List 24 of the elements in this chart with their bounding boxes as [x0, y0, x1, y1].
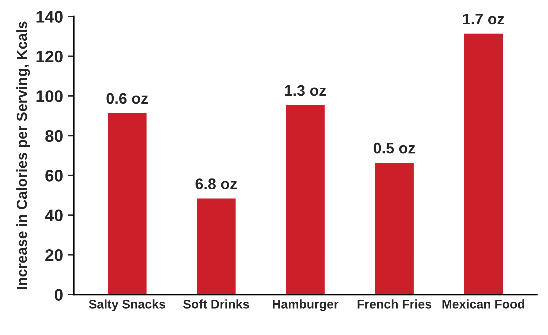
y-tick-label: 60 [46, 170, 63, 182]
x-tick-label: Mexican Food [442, 300, 524, 309]
y-tick-label: 120 [36, 50, 63, 63]
annotation: 6.8 oz [196, 178, 238, 190]
x-tick-label: Hamburger [273, 300, 339, 312]
y-tick-label: 0 [54, 289, 63, 302]
annotation: 1.7 oz [463, 14, 504, 25]
bar [464, 34, 504, 295]
y-tick-label: 100 [36, 90, 63, 102]
bar [108, 113, 147, 295]
y-tick-label: 140 [36, 11, 63, 23]
bar [197, 198, 236, 295]
y-tick-label: 40 [45, 210, 63, 222]
x-tick-label: French Fries [358, 300, 432, 309]
x-tick-label: Salty Snacks [89, 300, 166, 312]
annotation: 0.5 oz [374, 142, 416, 154]
y-axis-title: Increase in Calories per Serving, Kcals [16, 22, 30, 290]
y-tick-label: 20 [46, 249, 63, 262]
bar [286, 105, 325, 295]
bar [375, 163, 414, 295]
annotation: 1.3 oz [285, 85, 326, 96]
y-tick-label: 80 [46, 130, 63, 142]
x-tick-label: Soft Drinks [183, 300, 250, 309]
annotation: 0.6 oz [106, 93, 148, 104]
